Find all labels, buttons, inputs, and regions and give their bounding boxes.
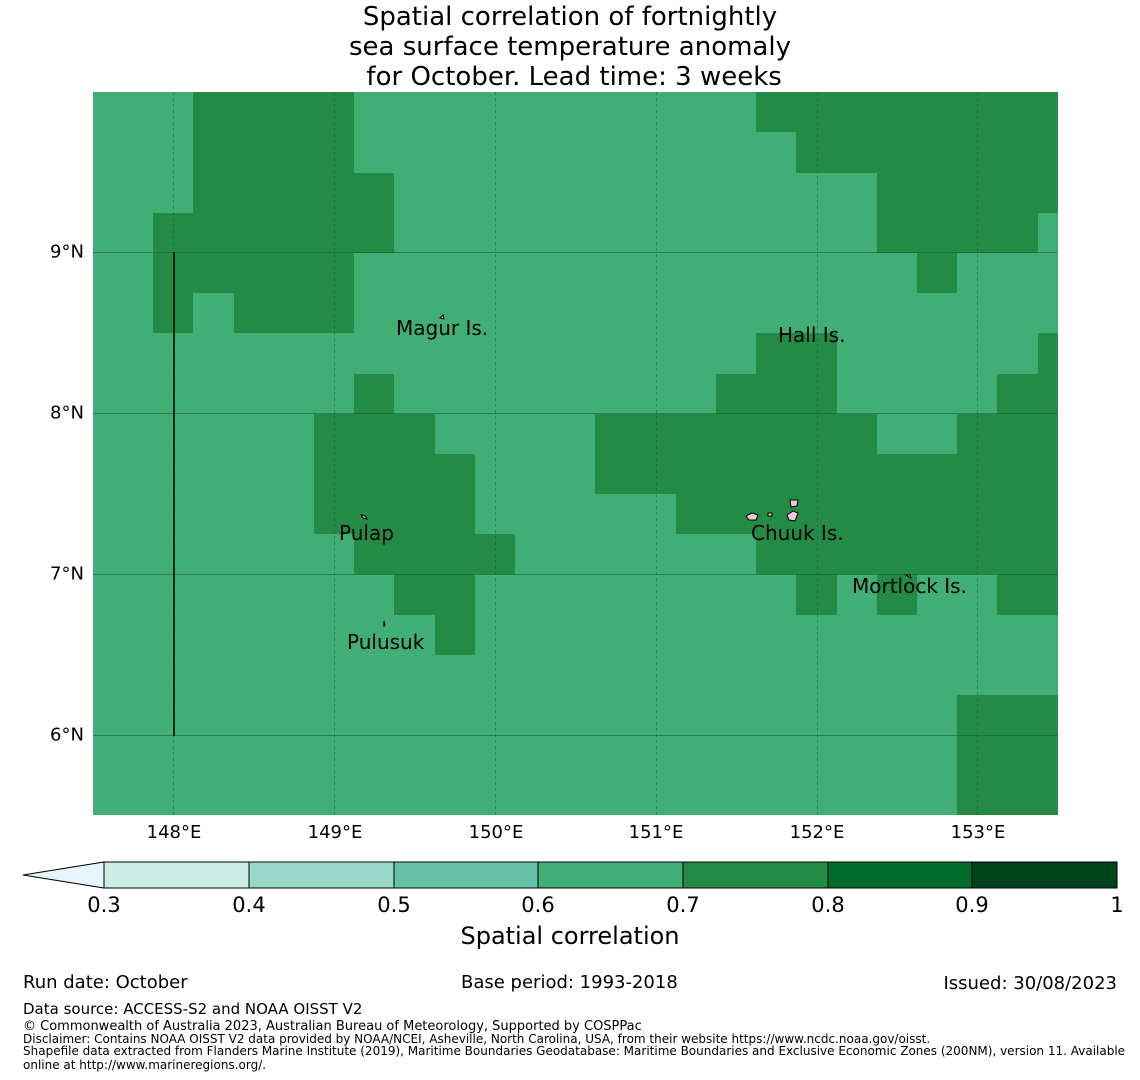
islands (359, 314, 912, 628)
high-cell-region-pulap (314, 374, 515, 655)
y-tick-7: 7°N (50, 563, 84, 585)
high-cell-region-se (957, 695, 1058, 815)
colorbar (22, 861, 1118, 889)
parallels (93, 252, 1058, 736)
shapefile-note-2: online at http://www.marineregions.org/. (23, 1058, 267, 1072)
y-tick-9: 9°N (50, 241, 84, 263)
place-label-mortlock: Mortlock Is. (852, 574, 967, 598)
place-label-magur: Magur Is. (396, 316, 489, 340)
island-chuuk-3 (786, 510, 799, 522)
colorbar-tick-0.4: 0.4 (232, 893, 266, 917)
y-tick-6: 6°N (50, 724, 84, 746)
place-label-pulap: Pulap (339, 521, 394, 545)
colorbar-tick-0.9: 0.9 (955, 893, 989, 917)
island-mortlock (904, 574, 912, 580)
x-tick-148: 148°E (146, 822, 202, 843)
x-tick-149: 149°E (307, 822, 363, 843)
place-label-chuuk: Chuuk Is. (751, 521, 844, 545)
x-tick-153: 153°E (950, 822, 1006, 843)
high-cell-region-ne (756, 92, 1058, 293)
colorbar-tick-0.3: 0.3 (87, 893, 121, 917)
colorbar-bin-0.5 (394, 862, 538, 888)
x-tick-150: 150°E (468, 822, 524, 843)
title-line-2: sea surface temperature anomaly (349, 32, 791, 62)
data-source: Data source: ACCESS-S2 and NOAA OISST V2 (23, 1000, 363, 1018)
high-cell-region-chuuk (595, 333, 1058, 615)
copyright: © Commonwealth of Australia 2023, Austra… (23, 1019, 642, 1034)
colorbar-tick-0.8: 0.8 (811, 893, 845, 917)
disclaimer: Disclaimer: Contains NOAA OISST V2 data … (23, 1032, 931, 1046)
run-date: Run date: October (23, 972, 188, 993)
colorbar-frame (103, 861, 1118, 889)
colorbar-bin-0.3 (104, 862, 249, 888)
colorbar-tick-0.7: 0.7 (666, 893, 700, 917)
colorbar-bin-0.7 (683, 862, 828, 888)
island-pulusuk (383, 620, 386, 628)
base-period: Base period: 1993-2018 (461, 972, 678, 993)
colorbar-bin-0.8 (828, 862, 972, 888)
title-line-1: Spatial correlation of fortnightly (362, 2, 778, 32)
colorbar-dividers (248, 862, 973, 888)
place-label-hall: Hall Is. (778, 323, 846, 347)
chart-title: Spatial correlation of fortnightly sea s… (0, 2, 1140, 92)
issued-date: Issued: 30/08/2023 (943, 973, 1117, 994)
shapefile-note-1: Shapefile data extracted from Flanders M… (23, 1044, 1126, 1058)
high-correlation-cells (153, 92, 1058, 815)
island-chuuk-4 (767, 512, 773, 517)
x-tick-152: 152°E (789, 822, 845, 843)
island-chuuk-2 (789, 499, 799, 508)
island-magur (439, 314, 445, 320)
island-pulap (359, 514, 369, 520)
place-label-pulusuk: Pulusuk (347, 630, 425, 654)
colorbar-tick-0.6: 0.6 (521, 893, 555, 917)
high-cell-region-nw (153, 92, 394, 333)
colorbar-bin-0.4 (249, 862, 394, 888)
x-tick-151: 151°E (628, 822, 684, 843)
title-line-3: for October. Lead time: 3 weeks (358, 62, 782, 92)
colorbar-tick-1: 1 (1110, 893, 1124, 917)
colorbar-extend-arrow (22, 861, 105, 889)
island-chuuk-1 (745, 512, 759, 521)
colorbar-bin-0.9 (972, 862, 1117, 888)
y-tick-8: 8°N (50, 402, 84, 424)
colorbar-label: Spatial correlation (460, 922, 680, 950)
colorbar-tick-0.5: 0.5 (377, 893, 411, 917)
colorbar-bin-0.6 (538, 862, 683, 888)
